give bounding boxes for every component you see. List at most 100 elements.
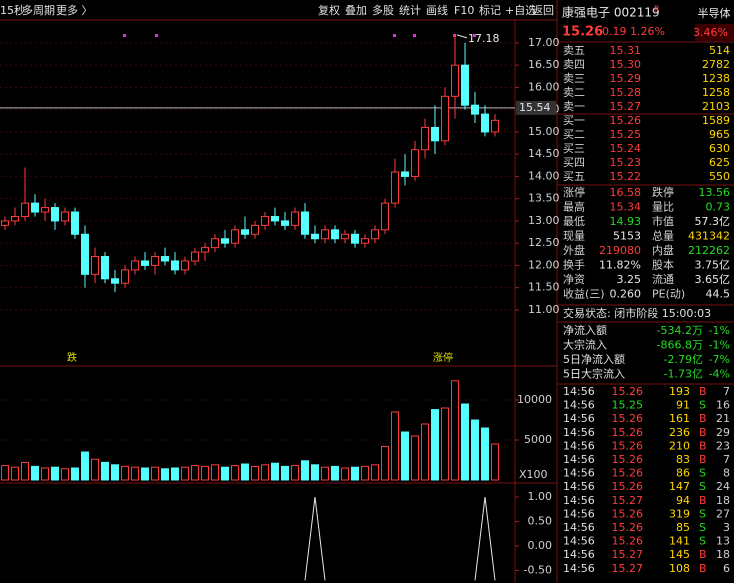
flow-value: -1.73亿 xyxy=(664,368,703,381)
flow-label: 大宗流入 xyxy=(563,338,607,352)
volume-bar xyxy=(371,464,379,481)
volume-bar xyxy=(191,465,199,481)
trade-price: 15.27 xyxy=(612,562,644,575)
book-volume: 1238 xyxy=(702,72,730,85)
candle-body xyxy=(1,220,9,226)
stock-name: 康强电子 002119 xyxy=(562,5,660,20)
trade-price: 15.26 xyxy=(612,453,644,466)
flow-label: 净流入额 xyxy=(563,323,607,337)
volume-bar xyxy=(471,419,479,481)
trade-time: 14:56 xyxy=(563,467,595,480)
trade-count: 21 xyxy=(716,412,730,425)
book-volume: 1589 xyxy=(702,114,730,127)
y-tick-label: -0.50 xyxy=(524,564,552,577)
stat-label: 最低 xyxy=(563,215,585,228)
candle-body xyxy=(481,113,489,133)
toolbar-button[interactable]: 标记 xyxy=(479,3,501,17)
stat-label: 总量 xyxy=(652,229,674,243)
toolbar-button[interactable]: +自选 xyxy=(505,4,536,17)
candle-body xyxy=(191,251,199,262)
last-price: 15.26 xyxy=(562,25,603,40)
trade-price: 15.26 xyxy=(612,467,644,480)
toolbar-button[interactable]: F10 xyxy=(454,4,474,17)
flow-pct: -7% xyxy=(709,353,730,366)
volume-bar xyxy=(351,466,359,481)
indicator-plot xyxy=(304,496,496,581)
stat-value: 3.65亿 xyxy=(695,273,731,286)
volume-bar xyxy=(451,380,459,481)
stat-label: 内盘 xyxy=(652,243,674,257)
high-pointer xyxy=(456,34,468,39)
flow-label: 5日大宗流入 xyxy=(563,367,625,381)
volume-bar xyxy=(481,427,489,481)
toolbar-button[interactable]: 更多 〉 xyxy=(56,3,93,17)
trade-status: 交易状态: 闭市阶段 15:00:03 xyxy=(563,306,711,320)
trade-time: 14:56 xyxy=(563,494,595,507)
stat-value: 5153 xyxy=(613,230,641,243)
candle-body xyxy=(51,207,59,222)
volume-bar xyxy=(171,467,179,481)
marker: 涨停 xyxy=(433,351,453,364)
candle-body xyxy=(141,260,149,266)
volume-bar xyxy=(331,465,339,481)
candle-body xyxy=(431,126,439,142)
stat-value: 3.25 xyxy=(617,273,642,286)
trade-volume: 210 xyxy=(669,439,690,452)
toolbar-button[interactable]: 画线 xyxy=(426,3,448,17)
sector-pct: 3.46% xyxy=(693,26,728,39)
toolbar-button[interactable]: 返回 xyxy=(532,4,554,17)
price-line-label: 15.54 xyxy=(519,101,551,114)
volume-bar xyxy=(461,403,469,481)
volume-bar xyxy=(411,435,419,481)
toolbar-button[interactable]: 叠加 xyxy=(345,4,367,17)
volume-bar xyxy=(231,465,239,481)
toolbar-button[interactable]: 多周期 xyxy=(22,3,55,17)
flow-pct: -4% xyxy=(709,368,730,381)
volume-bar xyxy=(431,409,439,481)
trade-side: S xyxy=(699,399,706,412)
sector: 半导体 xyxy=(698,6,731,20)
volume-bar xyxy=(401,431,409,481)
stat-value: 11.82% xyxy=(599,259,641,272)
volume-bar xyxy=(1,465,9,481)
trade-volume: 85 xyxy=(676,521,690,534)
volume-bar xyxy=(101,461,109,481)
candle-body xyxy=(171,260,179,271)
y-tick-label: 12.00 xyxy=(528,258,560,271)
trade-volume: 145 xyxy=(669,548,690,561)
volume-bar xyxy=(131,466,139,481)
book-volume: 630 xyxy=(709,142,730,155)
volume-bar xyxy=(151,466,159,481)
trade-price: 15.25 xyxy=(612,399,644,412)
toolbar-button[interactable]: 复权 xyxy=(318,3,340,17)
stat-label: 现量 xyxy=(563,230,585,243)
book-volume: 514 xyxy=(709,44,730,57)
toolbar-button[interactable]: 15秒 xyxy=(0,3,25,17)
book-label: 卖一 xyxy=(563,100,585,113)
trade-volume: 193 xyxy=(669,385,690,398)
candle-body xyxy=(21,202,29,217)
price-plot xyxy=(0,34,515,311)
book-price: 15.30 xyxy=(610,58,642,71)
toolbar-button[interactable]: 统计 xyxy=(399,4,421,17)
volume-bar xyxy=(161,468,169,481)
candle-body xyxy=(11,215,19,222)
candle-body xyxy=(351,233,359,244)
volume-bar xyxy=(121,465,129,481)
trade-count: 6 xyxy=(723,562,730,575)
book-price: 15.27 xyxy=(610,100,642,113)
trade-time: 14:56 xyxy=(563,507,595,520)
stat-value: 0.73 xyxy=(706,201,731,214)
trade-count: 23 xyxy=(716,439,730,452)
book-price: 15.29 xyxy=(610,72,642,85)
book-label: 卖三 xyxy=(563,72,585,85)
toolbar-button[interactable]: 多股 xyxy=(372,3,394,17)
book-volume: 1258 xyxy=(702,86,730,99)
volume-bar xyxy=(81,451,89,481)
candle-body xyxy=(391,171,399,204)
stat-value: 16.58 xyxy=(610,186,642,199)
trade-volume: 147 xyxy=(669,480,690,493)
candle-body xyxy=(421,126,429,151)
volume-bar xyxy=(141,467,149,481)
stat-value: 219080 xyxy=(599,244,641,257)
